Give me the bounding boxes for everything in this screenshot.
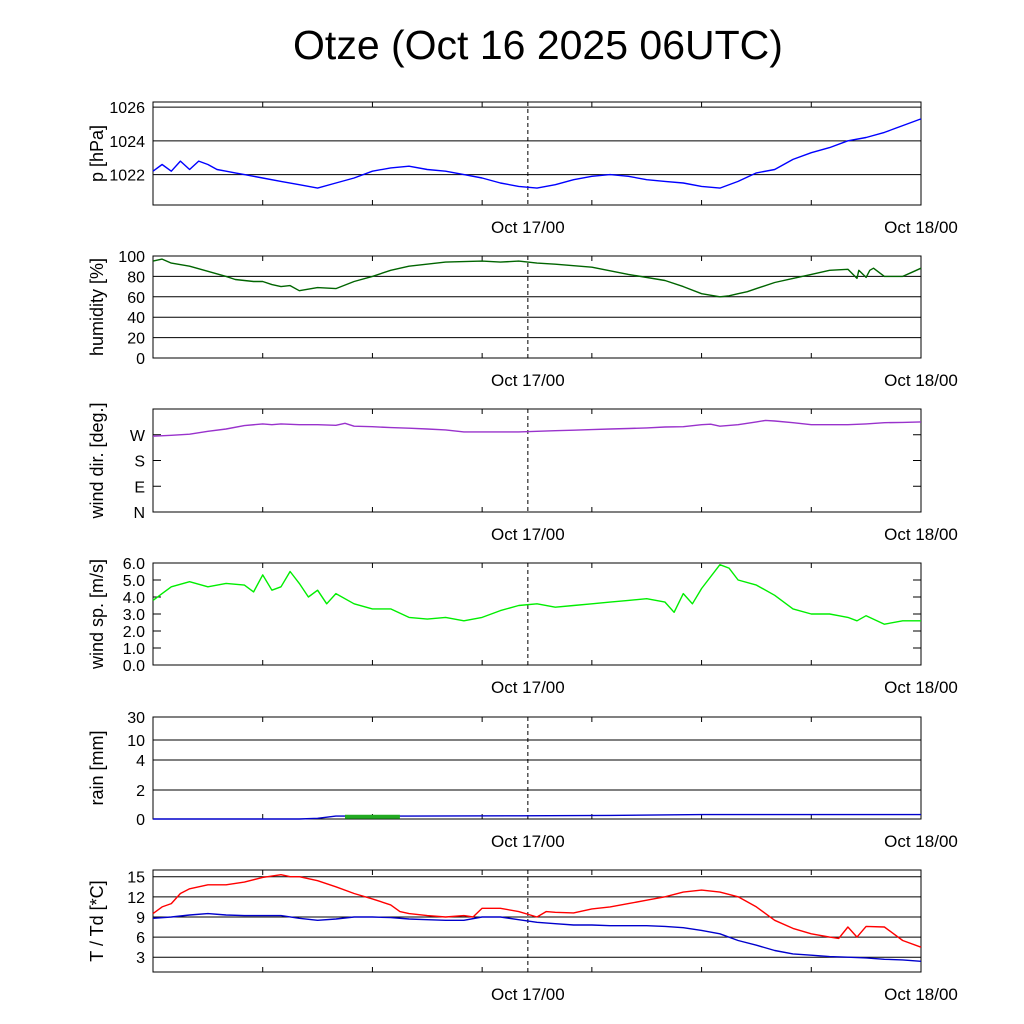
humidity-xtick-label: Oct 17/00 bbox=[491, 371, 565, 390]
wind_direction-ytick-label: W bbox=[130, 428, 146, 445]
wind_speed-ytick-label: 3.0 bbox=[123, 607, 145, 624]
pressure-xtick-label: Oct 18/00 bbox=[884, 218, 958, 237]
pressure-series-line bbox=[152, 118, 922, 189]
wind_direction-ytick-label: S bbox=[134, 454, 145, 471]
wind_speed-ytick-label: 0.0 bbox=[123, 658, 145, 675]
wind_speed-ylabel: wind sp. [m/s] bbox=[87, 559, 107, 670]
humidity-ytick-label: 40 bbox=[127, 310, 145, 327]
temperature-ytick-label: 15 bbox=[127, 870, 145, 887]
humidity-ytick-label: 20 bbox=[127, 331, 145, 348]
temperature-series-line bbox=[152, 874, 922, 948]
wind_direction-ylabel: wind dir. [deg.] bbox=[87, 402, 107, 519]
wind_speed-xtick-label: Oct 18/00 bbox=[884, 678, 958, 697]
wind_direction-ytick-label: N bbox=[133, 505, 145, 522]
rain-frame bbox=[152, 716, 922, 820]
wind_speed-ytick-label: 5.0 bbox=[123, 573, 145, 590]
temperature-ytick-label: 6 bbox=[136, 930, 145, 947]
wind_speed-ytick-label: 6.0 bbox=[123, 556, 145, 573]
temperature-ytick-label: 3 bbox=[136, 950, 145, 967]
rain-ylabel: rain [mm] bbox=[87, 730, 107, 805]
temperature-ylabel: T / Td [*C] bbox=[87, 880, 107, 961]
wind_direction-xtick-label: Oct 17/00 bbox=[491, 525, 565, 544]
wind_direction-series-line bbox=[152, 419, 922, 437]
rain-series-line bbox=[153, 813, 921, 820]
rain-ytick-label: 0 bbox=[136, 812, 145, 829]
pressure-ylabel: p [hPa] bbox=[87, 125, 107, 182]
humidity-xtick-label: Oct 18/00 bbox=[884, 371, 958, 390]
wind_direction-xtick-label: Oct 18/00 bbox=[884, 525, 958, 544]
humidity-ytick-label: 80 bbox=[127, 269, 145, 286]
temperature-ytick-label: 9 bbox=[136, 910, 145, 927]
temperature-ytick-label: 12 bbox=[127, 890, 145, 907]
humidity-ytick-label: 0 bbox=[136, 351, 145, 368]
humidity-ytick-label: 60 bbox=[127, 290, 145, 307]
humidity-ytick-label: 100 bbox=[118, 249, 145, 266]
humidity-series-line bbox=[152, 258, 922, 298]
wind_direction-frame bbox=[152, 408, 922, 513]
rain-xtick-label: Oct 17/00 bbox=[491, 832, 565, 851]
pressure-xtick-label: Oct 17/00 bbox=[491, 218, 565, 237]
temperature-series-line bbox=[152, 912, 922, 962]
pressure-frame bbox=[152, 101, 922, 206]
wind_speed-series-line bbox=[152, 564, 921, 625]
rain-ytick-label: 30 bbox=[127, 710, 145, 727]
temperature-xtick-label: Oct 17/00 bbox=[491, 985, 565, 1004]
temperature-xtick-label: Oct 18/00 bbox=[884, 985, 958, 1004]
wind_speed-ytick-label: 4.0 bbox=[123, 590, 145, 607]
pressure-ytick-label: 1022 bbox=[109, 168, 145, 185]
rain-ytick-label: 10 bbox=[127, 733, 145, 750]
temperature-frame bbox=[152, 869, 922, 973]
humidity-frame bbox=[152, 255, 922, 359]
humidity-ylabel: humidity [%] bbox=[87, 258, 107, 356]
rain-xtick-label: Oct 18/00 bbox=[884, 832, 958, 851]
pressure-ytick-label: 1024 bbox=[109, 134, 145, 151]
pressure-ytick-label: 1026 bbox=[109, 100, 145, 117]
wind_speed-ytick-label: 1.0 bbox=[123, 641, 145, 658]
wind_speed-ytick-label: 2.0 bbox=[123, 624, 145, 641]
wind_direction-ytick-label: E bbox=[134, 479, 145, 496]
page-title: Otze (Oct 16 2025 06UTC) bbox=[293, 22, 783, 68]
rain-ytick-label: 2 bbox=[136, 783, 145, 800]
wind_speed-frame bbox=[152, 562, 922, 666]
rain-ytick-label: 4 bbox=[136, 753, 145, 770]
wind_speed-xtick-label: Oct 17/00 bbox=[491, 678, 565, 697]
